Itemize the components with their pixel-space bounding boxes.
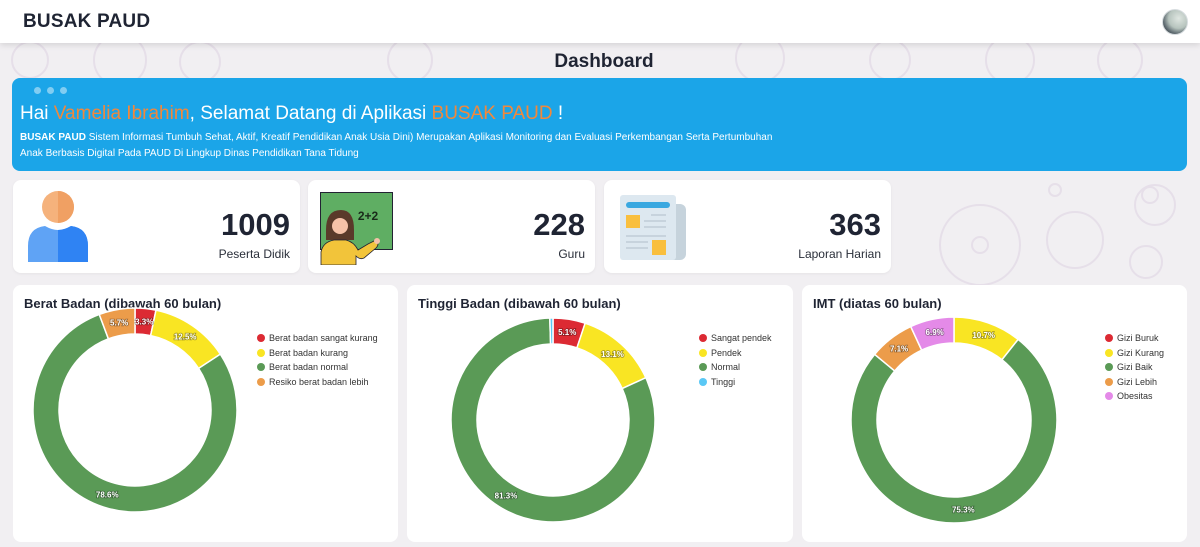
legend-item-gizi-baik[interactable]: Gizi Baik (1105, 360, 1164, 375)
legend-item-obesitas[interactable]: Obesitas (1105, 389, 1164, 404)
chart-card-tinggi-badan: Tinggi Badan (dibawah 60 bulan) 5.1% 13.1… (407, 285, 793, 542)
legend-swatch (699, 348, 707, 357)
stat-card-guru: 2+2 228 Guru (308, 180, 595, 273)
chart-card-imt: IMT (diatas 60 bulan) 10.7% 75.3% 7.1% 6.9%… (802, 285, 1187, 542)
legend-label: Berat badan kurang (269, 347, 349, 358)
data-label-gizi-lebih: 7.1% (890, 345, 908, 354)
doughnut-chart-imt: 10.7% 75.3% 7.1% 6.9% (850, 316, 1058, 524)
data-label-normal: 81.3% (495, 492, 518, 501)
data-label-obesitas: 6.9% (926, 328, 944, 337)
doughnut-chart-berat-badan: 3.3% 12.5% 78.6% 5.7% (32, 307, 238, 513)
legend-swatch (257, 363, 265, 372)
slice-resiko-berat-badan-lebih[interactable] (98, 307, 136, 340)
legend-label: Pendek (711, 347, 742, 358)
stat-value: 363 (829, 207, 881, 242)
chart-card-berat-badan: Berat Badan (dibawah 60 bulan) 3.3% 12.5%… (13, 285, 398, 542)
page-title: Dashboard (554, 51, 654, 72)
data-label-berat-badan-sangat-kurang: 3.3% (135, 317, 153, 326)
description-text: Sistem Informasi Tumbuh Sehat, Aktif, Kr… (20, 132, 773, 159)
greeting-prefix: Hai (20, 103, 54, 124)
window-dots-icon (34, 87, 1187, 94)
slice-berat-badan-normal[interactable] (32, 313, 238, 513)
legend-swatch (257, 334, 265, 343)
legend-item-tinggi[interactable]: Tinggi (699, 375, 772, 390)
legend-swatch (1105, 392, 1113, 401)
legend-swatch (1105, 363, 1113, 372)
chart-title: IMT (diatas 60 bulan) (813, 296, 942, 311)
greeting-suffix: ! (552, 103, 564, 124)
legend-swatch (699, 334, 707, 343)
legend-item-berat-badan-kurang[interactable]: Berat badan kurang (257, 346, 378, 361)
legend-item-normal[interactable]: Normal (699, 360, 772, 375)
legend-item-sangat-pendek[interactable]: Sangat pendek (699, 331, 772, 346)
legend-label: Sangat pendek (711, 333, 772, 344)
legend-item-resiko-berat-badan-lebih[interactable]: Resiko berat badan lebih (257, 375, 378, 390)
legend-item-gizi-kurang[interactable]: Gizi Kurang (1105, 346, 1164, 361)
stat-value: 1009 (221, 207, 290, 242)
report-icon (620, 195, 686, 260)
slice-normal[interactable] (450, 317, 656, 523)
app-brand[interactable]: BUSAK PAUD (23, 10, 151, 32)
data-label-resiko-berat-badan-lebih: 5.7% (110, 318, 128, 327)
data-label-gizi-baik: 75.3% (952, 506, 975, 515)
chart-title: Tinggi Badan (dibawah 60 bulan) (418, 296, 621, 311)
legend-swatch (699, 363, 707, 372)
student-icon (28, 191, 88, 262)
data-label-berat-badan-normal: 78.6% (96, 491, 119, 500)
stat-card-laporan-harian: 363 Laporan Harian (604, 180, 891, 273)
stat-card-peserta-didik: 1009 Peserta Didik (13, 180, 300, 273)
legend-item-pendek[interactable]: Pendek (699, 346, 772, 361)
app-name-highlight: BUSAK PAUD (431, 103, 553, 124)
legend-swatch (257, 348, 265, 357)
legend-label: Gizi Kurang (1117, 347, 1165, 358)
welcome-description: BUSAK PAUD Sistem Informasi Tumbuh Sehat… (20, 130, 780, 162)
user-avatar[interactable] (1162, 8, 1188, 35)
stat-value: 228 (533, 207, 585, 242)
legend-label: Gizi Lebih (1117, 376, 1158, 387)
data-label-pendek: 13.1% (601, 350, 624, 359)
legend-swatch (1105, 377, 1113, 386)
data-label-gizi-kurang: 10.7% (972, 331, 995, 340)
chart-legend: Gizi Buruk Gizi Kurang Gizi Baik Gizi Lebih… (1105, 331, 1164, 404)
legend-label: Tinggi (711, 376, 736, 387)
data-label-sangat-pendek: 5.1% (558, 328, 576, 337)
legend-label: Gizi Buruk (1117, 333, 1159, 344)
legend-item-berat-badan-normal[interactable]: Berat badan normal (257, 360, 378, 375)
chart-legend: Sangat pendek Pendek Normal Tinggi (699, 331, 772, 389)
legend-item-berat-badan-sangat-kurang[interactable]: Berat badan sangat kurang (257, 331, 378, 346)
legend-label: Obesitas (1117, 391, 1153, 402)
legend-label: Berat badan sangat kurang (269, 333, 378, 344)
chart-legend: Berat badan sangat kurang Berat badan kur… (257, 331, 378, 389)
slice-obesitas[interactable] (909, 316, 955, 352)
legend-label: Berat badan normal (269, 362, 349, 373)
legend-swatch (257, 377, 265, 386)
stat-label: Laporan Harian (798, 247, 881, 261)
legend-label: Normal (711, 362, 741, 373)
greeting-middle: , Selamat Datang di Aplikasi (189, 103, 432, 124)
welcome-greeting: Hai Vamelia Ibrahim, Selamat Datang di A… (20, 103, 1187, 125)
legend-label: Gizi Baik (1117, 362, 1153, 373)
user-name: Vamelia Ibrahim (53, 103, 190, 124)
legend-swatch (699, 377, 707, 386)
chart-title: Berat Badan (dibawah 60 bulan) (24, 296, 222, 311)
stat-label: Peserta Didik (218, 247, 290, 261)
description-app-name: BUSAK PAUD (20, 132, 86, 143)
top-navbar: BUSAK PAUD (0, 0, 1200, 43)
legend-swatch (1105, 348, 1113, 357)
svg-text:2+2: 2+2 (358, 209, 379, 223)
legend-swatch (1105, 334, 1113, 343)
slice-tinggi[interactable] (549, 317, 554, 345)
legend-item-gizi-lebih[interactable]: Gizi Lebih (1105, 375, 1164, 390)
data-label-berat-badan-kurang: 12.5% (174, 333, 197, 342)
legend-label: Resiko berat badan lebih (269, 376, 369, 387)
teacher-icon: 2+2 (320, 192, 393, 265)
doughnut-chart-tinggi-badan: 5.1% 13.1% 81.3% (450, 317, 656, 523)
slice-gizi-baik[interactable] (850, 338, 1058, 524)
legend-item-gizi-buruk[interactable]: Gizi Buruk (1105, 331, 1164, 346)
stat-label: Guru (558, 247, 585, 261)
welcome-banner: Hai Vamelia Ibrahim, Selamat Datang di A… (12, 78, 1187, 171)
